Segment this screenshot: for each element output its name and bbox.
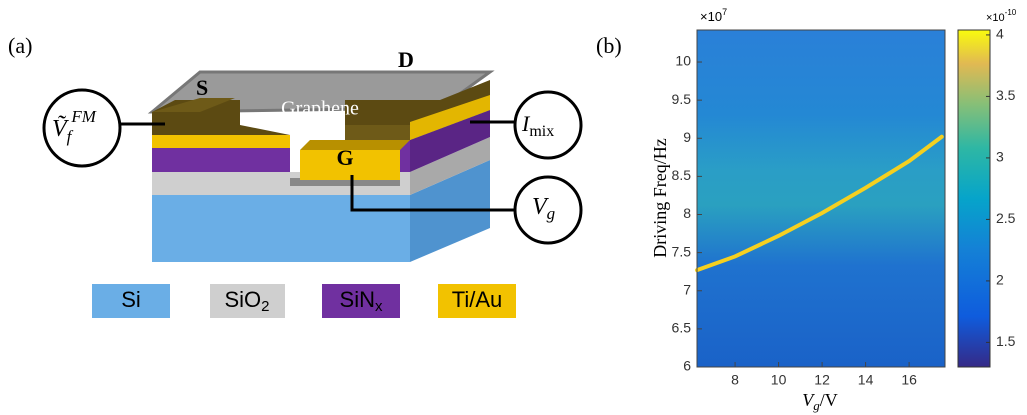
colorbar-tick-label: 4 [996, 26, 1004, 42]
colorbar-tick-label: 2.5 [996, 210, 1016, 226]
x-axis-label: Vg/V [802, 390, 838, 413]
x-tick-label: 16 [901, 372, 917, 388]
x-tick-label: 12 [814, 372, 830, 388]
colorbar-tick-label: 3 [996, 149, 1004, 165]
source-label: S [196, 75, 208, 100]
colorbar-tick-label: 1.5 [996, 333, 1016, 349]
legend-label: Si [121, 287, 141, 312]
figure: (a) S D G Graphene ṼfFM Imix Vg [0, 0, 1027, 415]
y-tick-label: 10 [675, 53, 691, 69]
y-tick-label: 6 [683, 358, 691, 374]
channel-label: Graphene [281, 98, 359, 120]
y-axis-label: Driving Freq/Hz [650, 138, 670, 257]
y-tick-label: 8 [683, 205, 691, 221]
drain-label: D [398, 47, 414, 72]
colorbar-tick-label: 3.5 [996, 87, 1016, 103]
colorbar-tick-label: 2 [996, 272, 1004, 288]
x-tick-label: 8 [731, 372, 739, 388]
legend-label: Ti/Au [452, 287, 503, 312]
x-tick-label: 10 [771, 372, 787, 388]
y-tick-label: 8.5 [672, 167, 692, 183]
y-tick-label: 6.5 [672, 320, 692, 336]
y-tick-label: 7.5 [672, 243, 692, 259]
colorbar-multiplier: ×10-10 [986, 8, 1017, 24]
panel-label: (a) [8, 33, 32, 58]
y-tick-label: 9.5 [672, 91, 692, 107]
gate-label: G [336, 145, 353, 170]
heatmap-field [697, 30, 945, 367]
colorbar [958, 30, 990, 367]
y-tick-label: 9 [683, 129, 691, 145]
y-multiplier: ×107 [700, 7, 727, 24]
x-tick-label: 14 [858, 372, 874, 388]
y-tick-label: 7 [683, 281, 691, 297]
panel-label: (b) [596, 33, 622, 58]
